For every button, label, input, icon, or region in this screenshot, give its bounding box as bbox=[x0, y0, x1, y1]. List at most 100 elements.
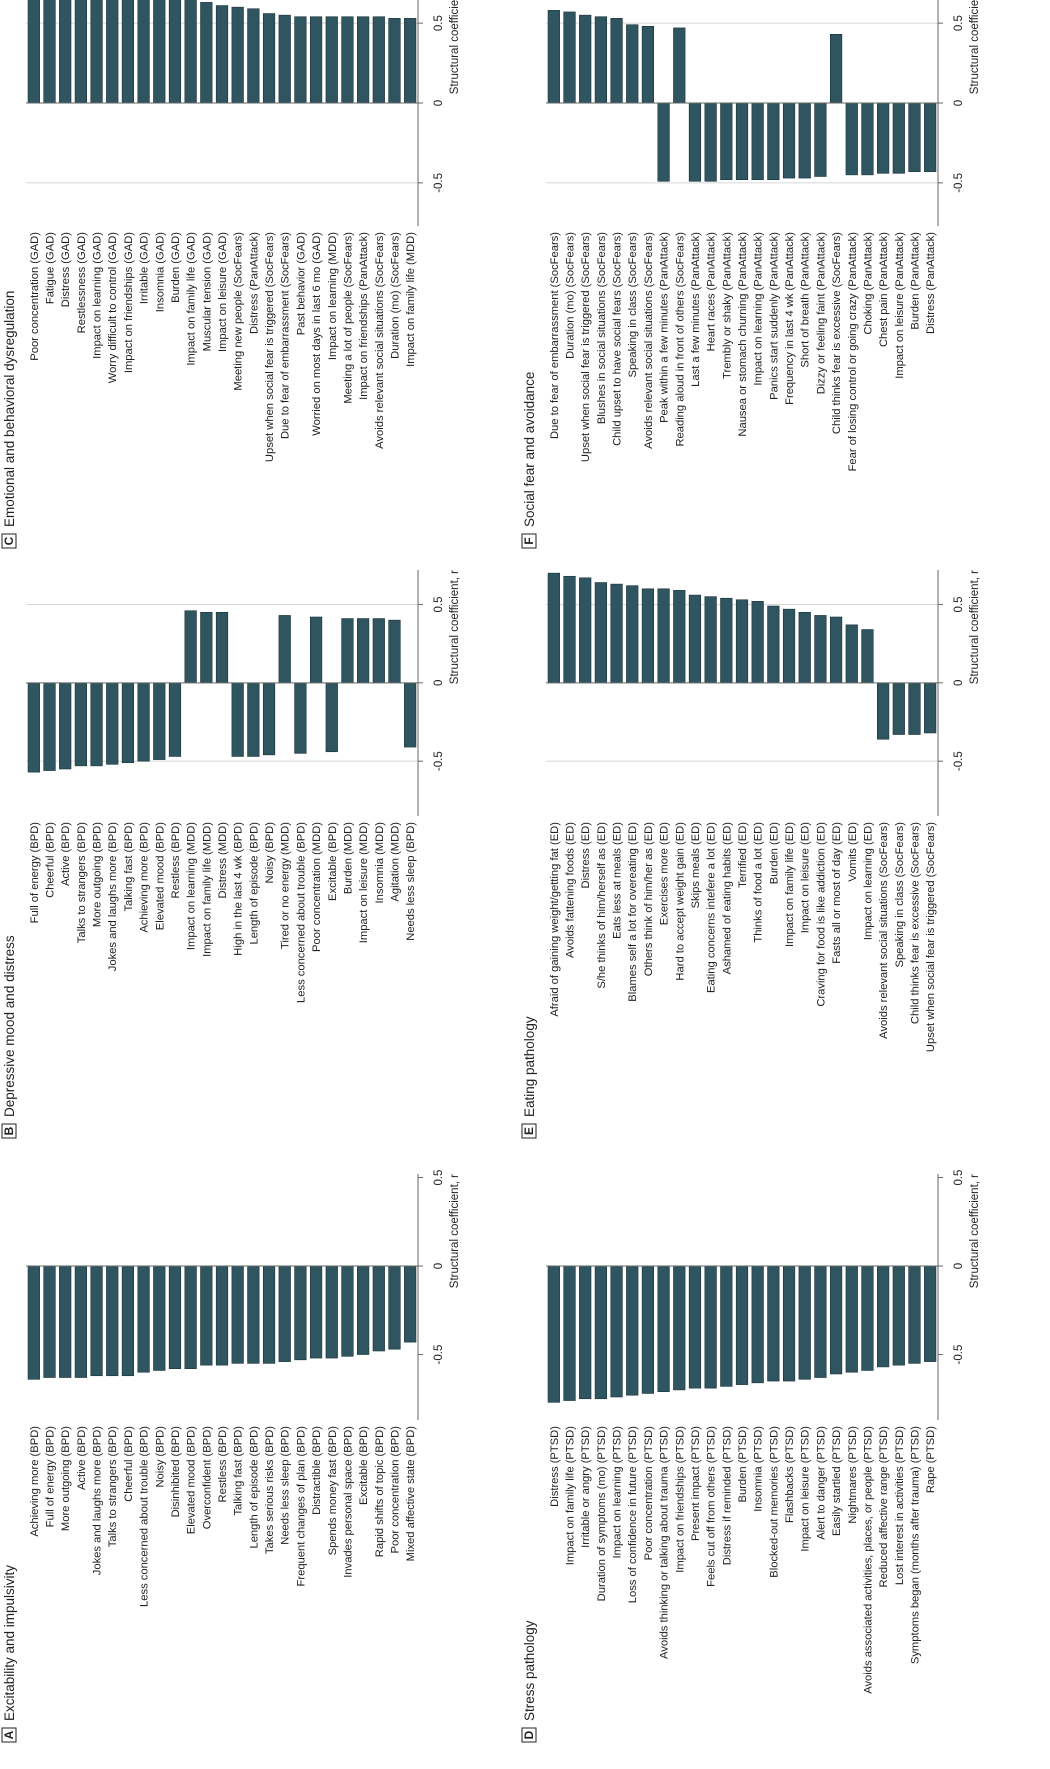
category-label: Past behavior (GAD) bbox=[295, 232, 307, 335]
bar bbox=[845, 102, 858, 176]
bar bbox=[341, 1265, 354, 1357]
x-tick-label: 0.5 bbox=[953, 15, 965, 31]
category-label: Fasts all or most of day (ED) bbox=[831, 822, 843, 964]
category-label: Needs less sleep (BPD) bbox=[280, 1426, 292, 1545]
category-label: Symptoms began (months after trauma) (PT… bbox=[909, 1426, 921, 1664]
bar bbox=[673, 27, 686, 104]
category-label: Burden (PTSD) bbox=[737, 1426, 749, 1503]
bar bbox=[735, 1265, 749, 1385]
bar bbox=[309, 616, 323, 684]
category-label: Poor concentration (MDD) bbox=[311, 822, 323, 952]
bar bbox=[892, 682, 905, 735]
category-label: Loss of confidence in future (PTSD) bbox=[627, 1426, 639, 1603]
bar bbox=[231, 6, 244, 104]
category-label: Tired or no energy (MDD) bbox=[280, 822, 292, 949]
category-label: Afraid of gaining weight/getting fat (ED… bbox=[549, 822, 561, 1017]
x-tick-label: 0.5 bbox=[953, 1170, 965, 1186]
bar bbox=[547, 1265, 560, 1403]
category-label: Burden (MDD) bbox=[342, 822, 354, 894]
category-label: Feels cut off from others (PTSD) bbox=[706, 1426, 718, 1587]
category-label: Jokes and laughs more (BPD) bbox=[107, 822, 119, 972]
bar bbox=[892, 1265, 905, 1366]
x-tick-label: -0.5 bbox=[433, 751, 445, 771]
x-tick-label: 0 bbox=[433, 1263, 445, 1269]
category-label: Poor concentration (GAD) bbox=[29, 232, 41, 361]
bar bbox=[200, 2, 213, 104]
bar bbox=[59, 1265, 72, 1378]
category-label: Dizzy or feeling faint (PanAttack) bbox=[815, 232, 827, 395]
bar bbox=[657, 102, 670, 182]
category-label: Insomnia (MDD) bbox=[374, 822, 386, 904]
bar bbox=[215, 612, 229, 684]
x-axis-label: Structural coefficient, r bbox=[969, 1174, 981, 1288]
x-tick-label: 0 bbox=[433, 680, 445, 686]
category-label: Child upset to have social fears (SocFea… bbox=[612, 232, 624, 446]
bar bbox=[908, 102, 921, 172]
bar bbox=[594, 1265, 607, 1400]
bar bbox=[372, 1265, 385, 1352]
bar bbox=[594, 582, 607, 684]
category-label: Excitable (BPD) bbox=[327, 822, 339, 901]
category-label: Excitable (BPD) bbox=[358, 1426, 370, 1505]
category-label: Upset when social fear is triggered (Soc… bbox=[264, 232, 276, 462]
bar bbox=[74, 1265, 87, 1378]
x-axis-label: Structural coefficient, r bbox=[449, 0, 461, 94]
bar bbox=[357, 1265, 370, 1355]
bar bbox=[59, 0, 72, 104]
bar bbox=[74, 682, 87, 767]
bar bbox=[90, 682, 103, 767]
bar bbox=[814, 1265, 827, 1378]
category-label: Noisy (BPD) bbox=[264, 822, 276, 884]
category-label: Achieving more (BPD) bbox=[139, 822, 151, 933]
x-tick-label: 0 bbox=[433, 100, 445, 106]
category-label: Panics start suddenly (PanAttack) bbox=[768, 232, 780, 400]
category-label: Lost interest in activities (PTSD) bbox=[894, 1426, 906, 1585]
bar bbox=[200, 1265, 213, 1366]
bar bbox=[247, 1265, 260, 1364]
category-label: Ashamed of eating habits (ED) bbox=[721, 822, 733, 975]
category-label: Distress (PTSD) bbox=[549, 1426, 561, 1507]
bar bbox=[247, 8, 260, 104]
category-label: Spends money fast (BPD) bbox=[327, 1426, 339, 1556]
bar bbox=[153, 682, 166, 760]
bar bbox=[657, 1265, 670, 1392]
bar bbox=[735, 102, 749, 180]
category-label: Length of episode (BPD) bbox=[248, 822, 260, 945]
category-label: Poor concentration (BPD) bbox=[389, 1426, 401, 1554]
panel-c: C Emotional and behavioral dysregulation P… bbox=[1, 0, 461, 549]
bar bbox=[43, 0, 56, 104]
bar bbox=[547, 10, 560, 104]
bar bbox=[388, 18, 401, 104]
category-label: Noisy (BPD) bbox=[154, 1426, 166, 1488]
bar bbox=[641, 26, 655, 104]
bar bbox=[626, 585, 639, 684]
category-label: Terrified (ED) bbox=[737, 822, 749, 888]
bar bbox=[184, 0, 197, 104]
bar bbox=[861, 629, 874, 684]
panel-title: Depressive mood and distress bbox=[2, 935, 17, 1117]
category-label: Distress (GAD) bbox=[60, 232, 72, 307]
bar bbox=[688, 594, 702, 684]
category-label: Frequent changes of plan (BPD) bbox=[295, 1426, 307, 1587]
bar bbox=[641, 588, 655, 684]
bar bbox=[74, 0, 87, 104]
bar bbox=[579, 577, 592, 684]
category-label: Speaking in class (SocFears) bbox=[894, 822, 906, 968]
bar bbox=[720, 597, 733, 684]
bar bbox=[388, 619, 401, 684]
bar bbox=[262, 682, 276, 756]
bar bbox=[688, 1265, 702, 1389]
panel-letter-box bbox=[1, 533, 17, 549]
bar bbox=[579, 1265, 592, 1400]
category-label: Impact on learning (ED) bbox=[862, 822, 874, 940]
category-label: Speaking in class (SocFears) bbox=[627, 232, 639, 378]
category-label: Nightmares (PTSD) bbox=[847, 1426, 859, 1524]
category-label: Less concerned about trouble (BPD) bbox=[139, 1426, 151, 1607]
panel-letter-box bbox=[521, 1123, 537, 1139]
category-label: Burden (PanAttack) bbox=[909, 232, 921, 330]
category-label: Distress (PanAttack) bbox=[925, 232, 937, 334]
category-label: Impact on friendships (PanAttack) bbox=[358, 232, 370, 400]
bar bbox=[735, 599, 749, 684]
bar bbox=[704, 102, 717, 182]
